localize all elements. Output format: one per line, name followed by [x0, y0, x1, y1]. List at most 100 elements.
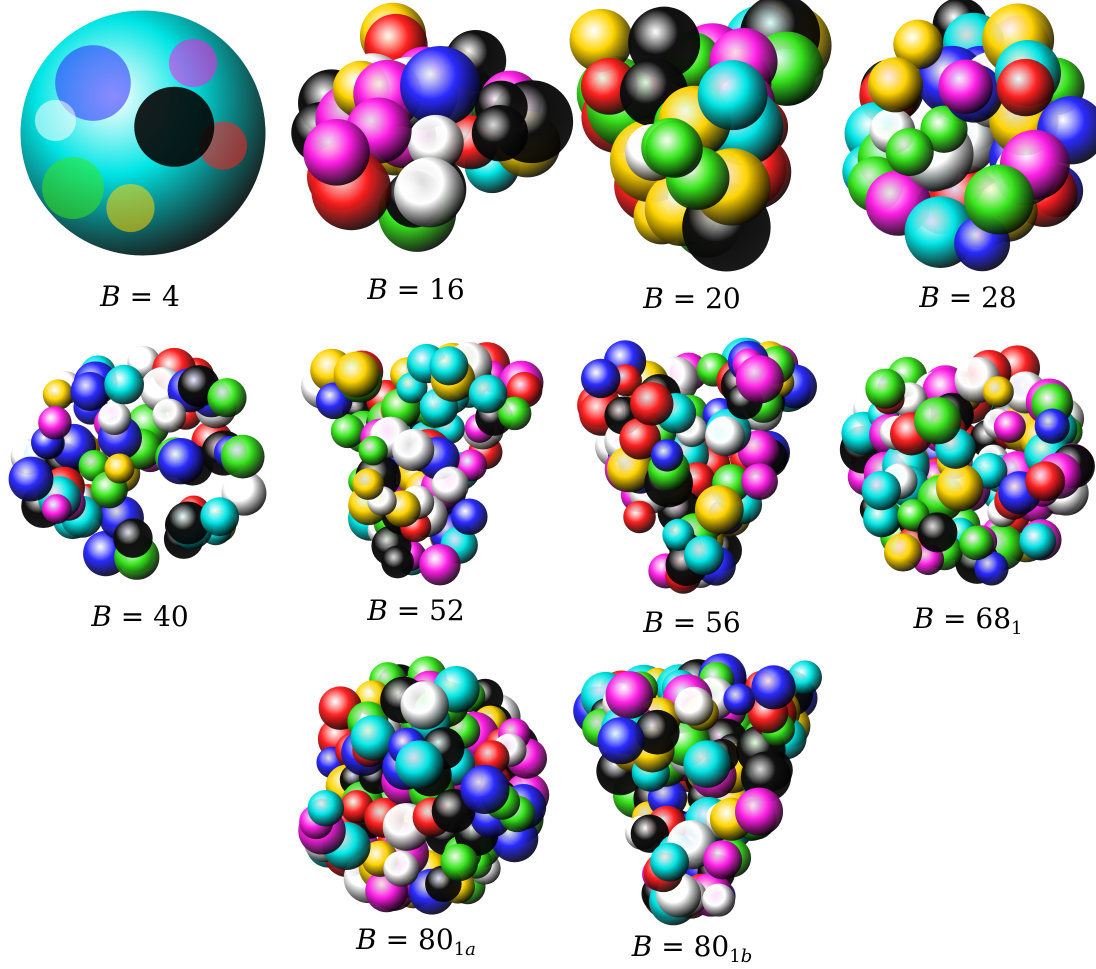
skyrmion-render-b20 — [569, 0, 832, 272]
skyrmion-lobe — [741, 463, 778, 500]
skyrmion-lobe — [207, 378, 247, 418]
skyrmion-lobe — [431, 466, 469, 504]
caption-relation: = — [663, 606, 706, 639]
skyrmion-lobe — [996, 58, 1055, 117]
skyrmion-lobe — [581, 358, 621, 399]
skyrmion-lobe — [471, 105, 529, 162]
colour-patch — [168, 38, 218, 88]
skyrmion-lobe — [959, 525, 994, 561]
skyrmion-lobe — [650, 439, 684, 472]
caption-number: 4 — [162, 280, 180, 313]
skyrmion-lobe — [400, 681, 449, 730]
skyrmion-lobe — [42, 379, 74, 410]
skyrmion-lobe — [451, 498, 488, 536]
caption-number: 20 — [705, 282, 741, 315]
skyrmion-lobe — [683, 535, 724, 576]
skyrmion-lobe — [893, 19, 944, 70]
panel-b80b — [562, 653, 824, 926]
skyrmion-lobe — [788, 660, 822, 695]
dark-hole — [134, 86, 215, 167]
skyrmion-lobe — [394, 157, 465, 228]
skyrmion-lobe — [381, 545, 414, 579]
skyrmion-lobe — [662, 518, 695, 551]
caption-number: 52 — [429, 594, 465, 627]
caption-number: 68 — [975, 602, 1012, 635]
skyrmion-lobe — [630, 814, 669, 853]
caption-b40: B = 40 — [91, 603, 188, 631]
skyrmion-lobe — [650, 842, 690, 882]
caption-b28: B = 28 — [919, 284, 1016, 312]
skyrmion-render-b68 — [839, 345, 1095, 586]
caption-number: 80 — [693, 930, 730, 963]
panel-b16 — [290, 2, 574, 252]
caption-number: 16 — [429, 273, 465, 306]
caption-b4: B = 4 — [100, 283, 180, 311]
skyrmion-lobe — [569, 8, 633, 73]
caption-subscript: 1b — [729, 946, 753, 967]
skyrmion-lobe — [723, 683, 756, 716]
caption-relation: = — [387, 273, 430, 306]
skyrmion-lobe — [166, 501, 210, 545]
caption-relation: = — [934, 602, 976, 635]
panel-b80a — [288, 656, 550, 916]
skyrmion-lobe — [623, 500, 656, 534]
skyrmion-lobe — [865, 368, 906, 409]
skyrmion-lobe — [694, 485, 744, 534]
skyrmion-lobe — [936, 463, 984, 512]
skyrmion-lobe — [220, 434, 265, 479]
skyrmion-lobe — [645, 120, 703, 178]
skyrmion-lobe — [352, 468, 384, 500]
caption-b80b: B = 801b — [632, 933, 752, 966]
skyrmion-lobe — [964, 164, 1035, 235]
skyrmion-lobe — [330, 414, 365, 449]
skyrmion-lobe — [70, 371, 110, 412]
skyrmion-lobe — [152, 398, 187, 433]
caption-b56: B = 56 — [643, 609, 740, 637]
skyrmion-lobe — [460, 764, 510, 815]
skyrmion-lobe — [885, 127, 934, 176]
caption-variable: B — [919, 281, 940, 314]
panel-b40 — [8, 340, 270, 586]
caption-b20: B = 20 — [643, 285, 740, 313]
caption-subscript: 1 — [1011, 618, 1023, 639]
skyrmion-lobe — [1034, 408, 1070, 444]
caption-number: 40 — [153, 600, 189, 633]
skyrmion-lobe — [605, 671, 654, 719]
skyrmion-lobe — [619, 417, 661, 460]
caption-variable: B — [367, 594, 388, 627]
skyrmion-lobe — [634, 709, 680, 755]
caption-variable: B — [631, 930, 653, 963]
caption-relation: = — [939, 281, 982, 314]
caption-number: 28 — [981, 281, 1017, 314]
skyrmion-lobe — [8, 456, 54, 502]
caption-b52: B = 52 — [367, 597, 464, 625]
caption-variable: B — [91, 600, 112, 633]
skyrmion-lobe — [735, 787, 784, 836]
skyrmion-render-b40 — [8, 346, 267, 580]
skyrmion-lobe — [920, 105, 968, 153]
skyrmion-lobe — [751, 665, 796, 710]
skyrmion-lobe — [703, 840, 743, 880]
skyrmion-lobe — [917, 512, 958, 553]
skyrmion-lobe — [938, 59, 993, 114]
caption-relation: = — [120, 280, 163, 313]
skyrmion-lobe — [383, 850, 420, 887]
skyrmion-lobe — [705, 416, 746, 457]
skyrmion-lobe — [303, 119, 370, 186]
skyrmion-lobe — [683, 740, 731, 788]
skyrmion-lobe — [993, 410, 1026, 443]
caption-variable: B — [913, 602, 935, 635]
skyrmion-lobe — [1019, 522, 1057, 560]
skyrmion-render-b52 — [301, 341, 544, 586]
skyrmion-lobe — [104, 364, 144, 405]
skyrmion-lobe — [395, 740, 444, 789]
skyrmion-lobe — [867, 57, 923, 113]
skyrmion-lobe — [358, 436, 388, 466]
skyrmion-lobe — [914, 397, 962, 445]
caption-variable: B — [643, 606, 664, 639]
caption-relation: = — [652, 930, 694, 963]
skyrmion-lobe — [674, 686, 714, 726]
colour-patch — [106, 183, 155, 233]
skyrmion-lobe — [883, 533, 923, 572]
caption-variable: B — [100, 280, 121, 313]
